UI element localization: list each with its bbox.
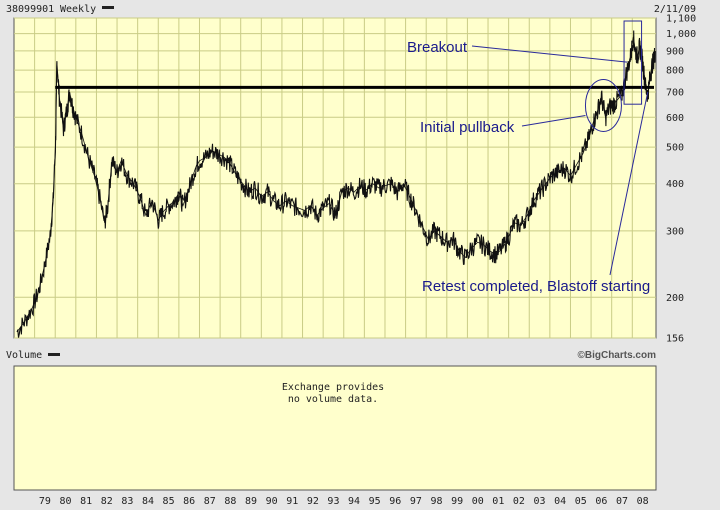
y-tick-label: 700 (666, 88, 684, 99)
x-tick-label: 90 (266, 496, 278, 507)
y-tick-label: 600 (666, 113, 684, 124)
x-tick-label: 93 (327, 496, 339, 507)
breakout-annotation: Breakout (407, 39, 468, 56)
y-tick-label: 1,100 (666, 14, 696, 25)
pullback-pointer-line (521, 114, 586, 127)
x-tick-label: 83 (121, 496, 133, 507)
volume-panel: Volume ©BigCharts.com Exchange provides … (6, 350, 657, 491)
volume-background (13, 365, 657, 491)
volume-message-line1: Exchange provides (282, 382, 384, 393)
x-tick-label: 99 (451, 496, 463, 507)
x-tick-label: 86 (183, 496, 195, 507)
plot-background (13, 17, 657, 339)
breakout-highlight-box (623, 20, 643, 105)
retest-pointer-line (609, 91, 649, 276)
x-tick-label: 95 (369, 496, 381, 507)
x-tick-label: 91 (286, 496, 298, 507)
volume-title: Volume (6, 350, 42, 361)
annotation-overlay (55, 20, 654, 276)
symbol-label: 38099901 (6, 4, 54, 15)
x-tick-label: 03 (534, 496, 546, 507)
y-tick-label: 500 (666, 143, 684, 154)
x-tick-label: 80 (60, 496, 72, 507)
price-series (16, 30, 656, 338)
period-label: Weekly (60, 4, 96, 15)
x-tick-label: 85 (163, 496, 175, 507)
x-tick-label: 06 (595, 496, 607, 507)
x-tick-label: 89 (245, 496, 257, 507)
y-tick-label: 300 (666, 226, 684, 237)
x-tick-label: 84 (142, 496, 154, 507)
breakout-pointer-line (471, 45, 628, 63)
x-axis: 79 80 81 82 83 84 85 86 87 88 89 90 91 92 93 94 95 96 97 98… (39, 496, 649, 507)
x-tick-label: 04 (554, 496, 566, 507)
x-tick-label: 05 (575, 496, 587, 507)
volume-message-line2: no volume data. (288, 394, 378, 405)
x-tick-label: 07 (616, 496, 628, 507)
x-tick-label: 96 (389, 496, 401, 507)
x-tick-label: 92 (307, 496, 319, 507)
x-tick-label: 82 (101, 496, 113, 507)
period-dash-icon (102, 6, 114, 9)
x-tick-label: 97 (410, 496, 422, 507)
y-tick-label: 900 (666, 46, 684, 57)
pullback-annotation: Initial pullback (420, 119, 515, 136)
chart-header: 38099901 Weekly 2/11/09 (6, 4, 696, 15)
y-tick-label: 400 (666, 179, 684, 190)
x-tick-label: 88 (224, 496, 236, 507)
price-line-texture (16, 30, 656, 338)
price-line (16, 36, 656, 333)
x-tick-label: 98 (430, 496, 442, 507)
y-axis: 156 200 300 400 500 600 700 800 900 1,000 1,100 (666, 14, 696, 345)
x-tick-label: 94 (348, 496, 360, 507)
volume-dash-icon (48, 353, 60, 356)
y-tick-label: 800 (666, 66, 684, 77)
x-tick-label: 02 (513, 496, 525, 507)
date-label: 2/11/09 (654, 4, 696, 15)
x-tick-label: 87 (204, 496, 216, 507)
bigcharts-credit: ©BigCharts.com (578, 350, 657, 361)
y-tick-label: 1,000 (666, 29, 696, 40)
x-tick-label: 00 (472, 496, 484, 507)
pullback-highlight-circle (584, 78, 622, 132)
y-tick-label: 156 (666, 334, 684, 345)
y-tick-label: 200 (666, 293, 684, 304)
x-tick-label: 79 (39, 496, 51, 507)
retest-annotation: Retest completed, Blastoff starting (422, 278, 650, 295)
x-tick-label: 81 (80, 496, 92, 507)
x-tick-label: 08 (637, 496, 649, 507)
x-tick-label: 01 (492, 496, 504, 507)
